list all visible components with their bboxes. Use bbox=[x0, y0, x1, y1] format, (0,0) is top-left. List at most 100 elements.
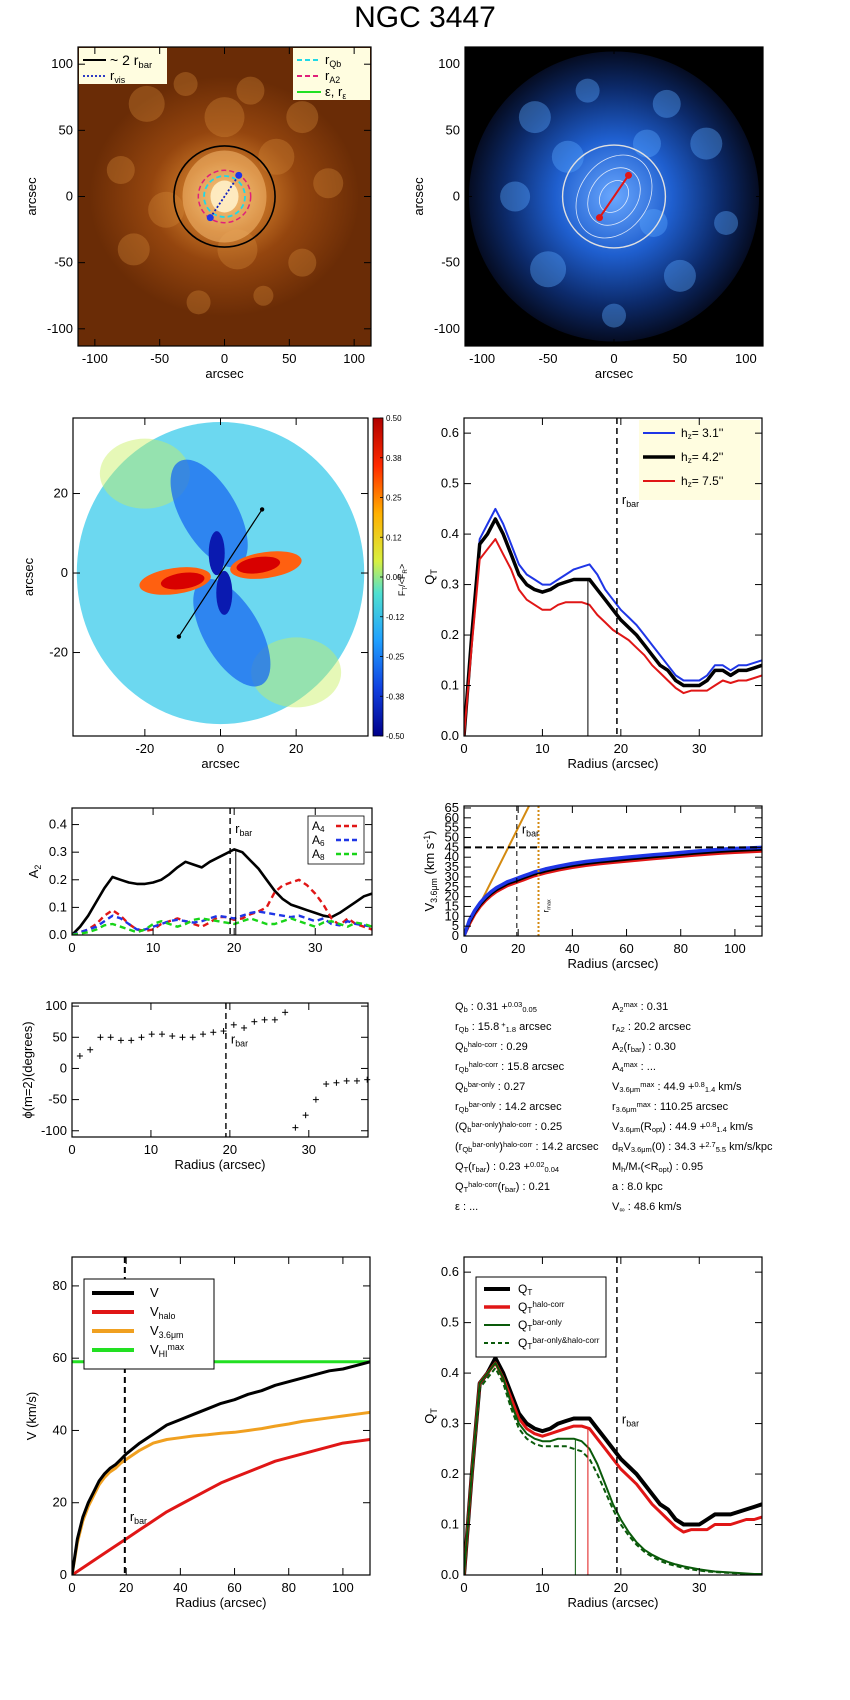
param-left-2-part: b bbox=[464, 1045, 468, 1054]
galaxy-blue-knot bbox=[530, 251, 567, 288]
qt-series-0 bbox=[464, 507, 762, 736]
qt-legend-label: hz= 4.2'' bbox=[681, 450, 723, 465]
panel-rotation-ytick-label: 40 bbox=[53, 1422, 67, 1437]
param-right-10-part: V bbox=[612, 1201, 620, 1213]
panel-qt-profile-ytick-label: 0.4 bbox=[441, 526, 459, 541]
panel-galaxy-orange-ytick-label: 0 bbox=[66, 189, 73, 204]
panel-rotation-ytick-label: 80 bbox=[53, 1278, 67, 1293]
panel-rotation-ylabel-part: V (km/s) bbox=[24, 1392, 39, 1440]
fourier-legend-label-part: A bbox=[312, 819, 320, 833]
circle-rQb bbox=[203, 175, 246, 218]
fourier-legend-label-part: 8 bbox=[320, 853, 325, 862]
panel-fourier-frame bbox=[71, 807, 373, 936]
panel-v36-xtick-label: 20 bbox=[511, 941, 525, 956]
rotation-legend-label-part: halo bbox=[159, 1311, 176, 1321]
param-left-9-part: halo-corr bbox=[468, 1180, 498, 1189]
param-left-6-part: halo-corr bbox=[502, 1120, 532, 1129]
fourier-legend-label: A8 bbox=[312, 847, 325, 862]
param-right-7-part: 2.7 bbox=[705, 1140, 715, 1149]
rotation-legend-label-part: HI bbox=[159, 1349, 168, 1359]
force-contour bbox=[575, 154, 653, 239]
panel-v36-xtick-label: 80 bbox=[673, 941, 687, 956]
legend-left-bg bbox=[79, 48, 167, 84]
panel-qt-decomp-ytick-label: 0.4 bbox=[441, 1365, 459, 1380]
rotation-legend-label: V3.6μm bbox=[150, 1323, 183, 1340]
param-right-7-part: d bbox=[612, 1141, 618, 1153]
panel-qt-profile-xtick-label: 10 bbox=[535, 741, 549, 756]
fourier-legend-label-part: 4 bbox=[320, 825, 325, 834]
panel-qt-decomp-ylabel: QT bbox=[422, 1408, 439, 1424]
param-left-2-part: halo-corr bbox=[468, 1040, 498, 1049]
panel-phase-ylabel-part: ϕ(m=2)(degrees) bbox=[20, 1021, 35, 1118]
panel-galaxy-orange-ylabel-part: arcsec bbox=[24, 177, 39, 216]
qt-decomp-legend-label-part: T bbox=[527, 1342, 532, 1351]
panel-qt-decomp-ylabel-part: T bbox=[429, 1408, 439, 1414]
rotation-legend-label-part: V bbox=[150, 1304, 159, 1319]
fourier-legend-label: A4 bbox=[312, 819, 325, 834]
colorbar-label-part: R bbox=[402, 569, 409, 574]
qt-decomp-series-qt bbox=[464, 1356, 762, 1575]
param-left-3-part: : 15.8 arcsec bbox=[498, 1061, 565, 1073]
panel-v36-ytick-label: 25 bbox=[445, 879, 459, 894]
galaxy-knot bbox=[173, 72, 198, 97]
param-right-2-part: ) bbox=[642, 1041, 646, 1053]
panel-galaxy-orange-xtick-label: 100 bbox=[343, 351, 365, 366]
line-rvis bbox=[209, 174, 240, 219]
param-right-9-part: a : 8.0 kpc bbox=[612, 1181, 663, 1193]
panel-force-ratio-xtick-label: 20 bbox=[289, 741, 303, 756]
panel-rotation-ytick-label: 0 bbox=[60, 1567, 67, 1582]
qt-decomp-curves bbox=[464, 1356, 762, 1575]
panel-qt-profile-xtick-label: 0 bbox=[460, 741, 467, 756]
legend-label-2rbar-part: ~ 2 r bbox=[110, 52, 139, 68]
param-left-3-part: halo-corr bbox=[469, 1060, 499, 1069]
qt-legend-label-part: h bbox=[681, 426, 688, 440]
galaxy-knot bbox=[236, 76, 265, 105]
param-right-0-part: A bbox=[612, 1001, 620, 1013]
panel-galaxy-blue-ylabel: arcsec bbox=[411, 177, 426, 216]
panel-v36-ytick-label: 20 bbox=[445, 889, 459, 904]
panel-galaxy-blue-xlabel: arcsec bbox=[595, 366, 634, 381]
param-right-10-part: : 48.6 km/s bbox=[625, 1201, 682, 1213]
galaxy-blue-knot bbox=[551, 140, 584, 173]
param-left-0-part: 0.03 bbox=[508, 1000, 523, 1009]
param-right-3-part: A bbox=[612, 1061, 620, 1073]
fourier-rbar-label-part: r bbox=[235, 821, 240, 836]
panel-fourier-xtick-label: 0 bbox=[68, 940, 75, 955]
qt-legend-label-part: = 4.2'' bbox=[692, 450, 724, 464]
param-left-8: QT(rbar) : 0.23 +0.020.04 bbox=[455, 1160, 559, 1174]
panel-qt-profile-ytick-label: 0.0 bbox=[441, 728, 459, 743]
param-right-8-part: opt bbox=[659, 1165, 670, 1174]
panel-qt-decomp-xtick-label: 20 bbox=[614, 1580, 628, 1595]
panel-galaxy-blue-xtick-label: 100 bbox=[735, 351, 757, 366]
panel-rotation-frame bbox=[71, 1256, 371, 1576]
v36-curves bbox=[464, 806, 762, 936]
galaxy-blue-knot bbox=[602, 303, 626, 328]
qt-decomp-legend-label: QTbar-only bbox=[518, 1318, 563, 1333]
param-right-7-part: R bbox=[618, 1145, 624, 1154]
panel-v36-ytick-label: 55 bbox=[445, 820, 459, 835]
v36-rmax-label-part: max bbox=[546, 899, 552, 910]
rotation-rbar-label: rbar bbox=[130, 1509, 147, 1526]
rotation-legend-label-part: V bbox=[150, 1323, 159, 1338]
ratio-map-dark-a bbox=[208, 531, 225, 576]
param-left-2: Qbhalo-corr : 0.29 bbox=[455, 1040, 528, 1054]
param-left-8-part: (r bbox=[468, 1161, 476, 1173]
panel-phase-xtick-label: 0 bbox=[68, 1142, 75, 1157]
panel-force-ratio-ytick-label: 20 bbox=[54, 486, 68, 501]
galaxy-knot bbox=[106, 156, 135, 185]
panel-v36-ytick-label: 35 bbox=[445, 859, 459, 874]
ratio-map-yellow-a bbox=[99, 438, 190, 509]
qt-decomp-rbar-label: rbar bbox=[622, 1412, 639, 1429]
v36-rmax-label: rmax bbox=[542, 899, 553, 912]
panel-rotation-xtick-label: 100 bbox=[332, 1580, 354, 1595]
param-right-10-part: ∞ bbox=[619, 1205, 624, 1214]
param-right-5-part: : 110.25 arcsec bbox=[651, 1101, 729, 1113]
panel-phase-frame bbox=[71, 1002, 369, 1138]
param-right-6-part: + bbox=[697, 1121, 706, 1133]
galaxy-blue-knot bbox=[575, 78, 600, 103]
panel-galaxy-orange-ytick-label: -50 bbox=[54, 255, 73, 270]
param-right-3-part: : ... bbox=[638, 1061, 656, 1073]
qt-decomp-legend-label-part: Q bbox=[518, 1282, 527, 1296]
qt-decomp-legend-label: QThalo-corr bbox=[518, 1300, 565, 1315]
